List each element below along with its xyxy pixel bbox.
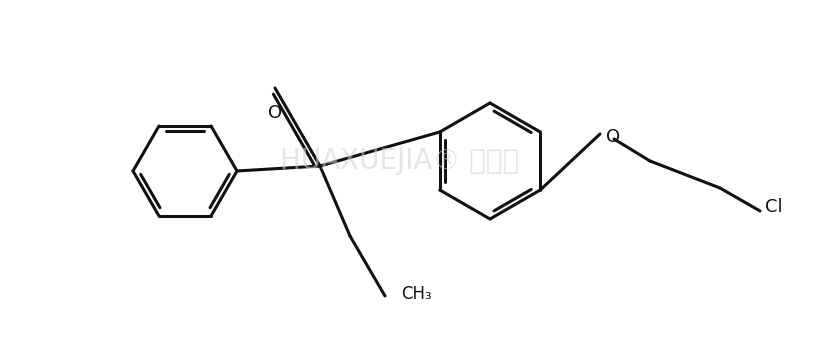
Text: Cl: Cl: [765, 198, 783, 216]
Text: O: O: [606, 128, 620, 146]
Text: HUAXUEJIA® 化学加: HUAXUEJIA® 化学加: [281, 147, 520, 175]
Text: CH₃: CH₃: [401, 285, 432, 303]
Text: O: O: [268, 104, 282, 122]
